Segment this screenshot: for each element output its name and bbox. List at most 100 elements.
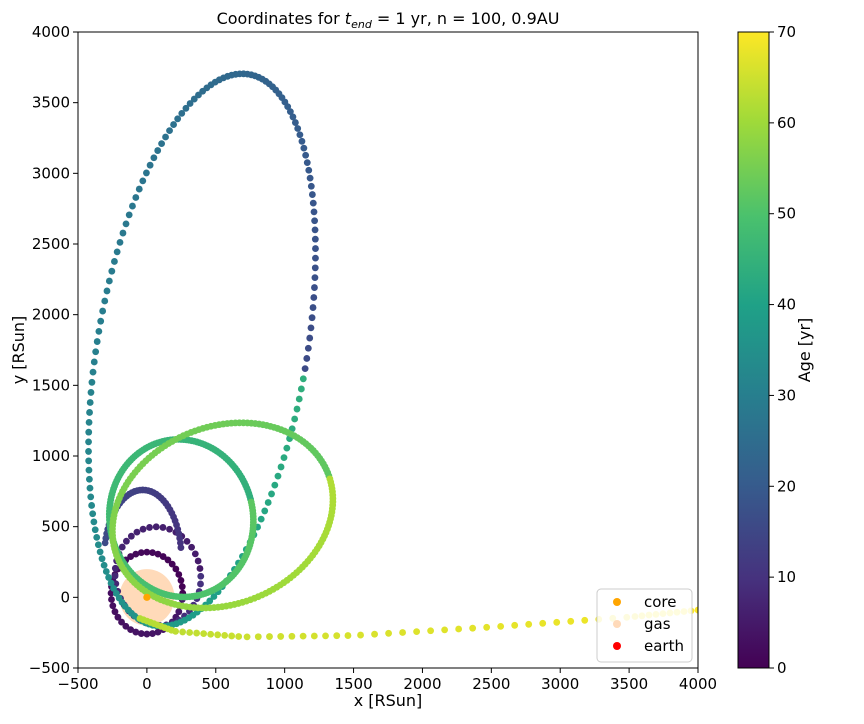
colorbar-label: Age [yr] [795, 318, 814, 383]
legend-box [596, 588, 693, 663]
trajectory-point [291, 415, 299, 423]
trajectory-point [497, 622, 505, 630]
trajectory-point [310, 208, 318, 216]
trajectory-point [310, 632, 318, 640]
trajectory-point [186, 100, 194, 107]
trajectory-point [102, 568, 110, 575]
trajectory-point [122, 622, 130, 630]
trajectory-point [399, 629, 406, 636]
trajectory-point [322, 632, 329, 640]
trajectory-point [307, 324, 315, 332]
trajectory-point [109, 602, 117, 610]
trajectory-point [116, 238, 124, 246]
trajectory-point [413, 628, 421, 636]
trajectory-point [312, 254, 319, 262]
trajectory-point [89, 368, 97, 376]
trajectory-point [303, 159, 311, 167]
trajectory-point [164, 556, 172, 564]
trajectory-point [344, 632, 352, 639]
trajectory-point [125, 211, 133, 219]
trajectory-point [177, 577, 185, 584]
trajectory-point [441, 626, 449, 634]
trajectory-point [306, 334, 314, 342]
trajectory-point [306, 174, 314, 182]
trajectory-point [108, 596, 115, 603]
trajectory-point [110, 584, 118, 592]
trajectory-point [333, 632, 341, 640]
legend-label-earth: earth [644, 637, 684, 655]
trajectory-point [111, 572, 119, 580]
trajectory-point [303, 355, 311, 362]
trajectory-point [87, 389, 95, 396]
trajectory-point [302, 151, 310, 159]
trajectory-point [159, 553, 167, 560]
trajectory-point [311, 217, 319, 225]
trajectory-point [152, 523, 160, 531]
trajectory-point [146, 524, 153, 531]
colorbar-tick-label: 20 [777, 477, 796, 495]
trajectory-point [88, 502, 96, 509]
trajectory-point [89, 510, 97, 518]
trajectory-point [179, 628, 187, 636]
trajectory-point [186, 629, 194, 636]
trajectory-point [96, 548, 104, 556]
legend: core gas earth [596, 588, 693, 663]
trajectory-point [93, 338, 101, 345]
trajectory-point [291, 119, 299, 126]
trajectory-point [243, 633, 251, 641]
trajectory-point [298, 137, 306, 145]
trajectory-point [357, 631, 364, 639]
trajectory-point [168, 560, 176, 568]
trajectory-point [197, 580, 204, 588]
trajectory-point [254, 633, 262, 641]
trajectory-point [271, 481, 279, 489]
trajectory-point [127, 626, 135, 634]
trajectory-point [301, 365, 309, 373]
trajectory-point [299, 632, 307, 640]
trajectory-point [94, 541, 102, 549]
trajectory-point [97, 317, 105, 325]
trajectory-point [127, 553, 135, 560]
trajectory-point [310, 294, 318, 301]
trajectory-point [268, 490, 275, 498]
trajectory-point [308, 314, 316, 322]
trajectory-point [143, 169, 150, 177]
trajectory-point [85, 438, 92, 446]
trajectory-point [133, 528, 141, 536]
trajectory-point [105, 574, 113, 581]
trajectory-point [214, 631, 222, 639]
trajectory-point [286, 108, 294, 116]
trajectory-point [539, 619, 547, 627]
y-tick-label: 500 [41, 518, 70, 536]
trajectory-point [118, 543, 126, 551]
colorbar-tick-label: 70 [777, 23, 796, 41]
trajectory-point [311, 264, 319, 272]
data-layer [85, 70, 698, 641]
colorbar-tick-label: 60 [777, 114, 796, 132]
y-axis-ticks: −500 0 500 1000 1500 2000 2500 3000 3500 4000 [29, 23, 78, 677]
trajectory-point [469, 624, 477, 632]
trajectory-point [105, 277, 113, 285]
colorbar-tick-label: 40 [777, 296, 796, 314]
trajectory-point [309, 199, 317, 207]
trajectory-point [127, 532, 135, 540]
trajectory-point [235, 633, 243, 640]
trajectory-point [188, 543, 195, 551]
x-tick-label: 3500 [610, 675, 648, 693]
x-axis-ticks: −500 0 500 1000 1500 2000 2500 3000 3500 4000 [57, 668, 717, 693]
trajectory-point [311, 235, 319, 243]
colorbar-gradient [737, 31, 770, 669]
trajectory-point [221, 631, 229, 639]
trajectory-point [296, 131, 304, 139]
trajectory-point [567, 617, 575, 625]
trajectory-point [294, 125, 302, 132]
trajectory-point [158, 140, 165, 148]
trajectory-point [111, 564, 119, 572]
trajectory-point [288, 632, 296, 640]
trajectory-point [308, 191, 316, 198]
trajectory-point [146, 161, 154, 169]
trajectory-point [304, 344, 312, 352]
y-tick-label: −500 [29, 659, 70, 677]
trajectory-point [210, 593, 218, 600]
trajectory-point [196, 565, 204, 572]
